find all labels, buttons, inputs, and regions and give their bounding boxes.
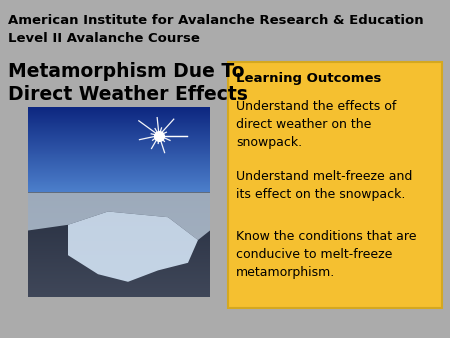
Polygon shape xyxy=(68,212,198,282)
Text: American Institute for Avalanche Research & Education: American Institute for Avalanche Researc… xyxy=(8,14,423,27)
Bar xyxy=(228,62,442,308)
Text: Understand melt-freeze and
its effect on the snowpack.: Understand melt-freeze and its effect on… xyxy=(236,170,412,201)
Text: Learning Outcomes: Learning Outcomes xyxy=(236,72,382,85)
Text: Level II Avalanche Course: Level II Avalanche Course xyxy=(8,32,200,45)
Text: Metamorphism Due To
Direct Weather Effects: Metamorphism Due To Direct Weather Effec… xyxy=(8,62,248,104)
Text: Know the conditions that are
conducive to melt-freeze
metamorphism.: Know the conditions that are conducive t… xyxy=(236,230,417,279)
Text: Understand the effects of
direct weather on the
snowpack.: Understand the effects of direct weather… xyxy=(236,100,396,149)
Polygon shape xyxy=(28,193,210,240)
